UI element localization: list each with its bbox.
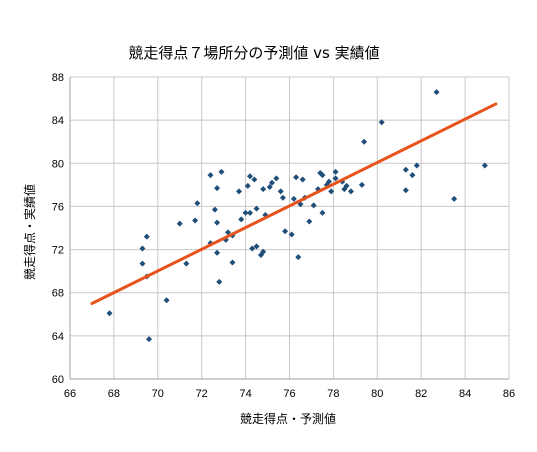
data-point-45 (293, 174, 300, 181)
y-tick-label-4: 76 (52, 201, 64, 213)
data-point-39 (273, 175, 280, 182)
data-point-58 (328, 188, 335, 195)
data-point-7 (176, 220, 183, 227)
data-point-16 (214, 249, 221, 256)
x-tick-label-2: 70 (152, 388, 164, 400)
data-point-22 (229, 259, 236, 266)
axes (69, 77, 509, 380)
data-point-4 (143, 233, 150, 240)
x-tick-label-1: 68 (108, 388, 120, 400)
y-tick-label-6: 84 (52, 115, 64, 127)
data-point-57 (326, 178, 333, 185)
data-point-66 (361, 138, 368, 145)
data-point-68 (402, 166, 409, 173)
data-point-70 (409, 172, 416, 179)
y-axis-label: 競走得点・実績値 (22, 184, 37, 280)
data-point-2 (139, 260, 146, 267)
data-point-32 (253, 243, 260, 250)
trendline-line (90, 102, 498, 305)
data-point-74 (481, 162, 488, 169)
x-tick-label-8: 82 (415, 388, 427, 400)
data-point-8 (183, 260, 190, 267)
data-point-69 (402, 187, 409, 194)
data-point-43 (288, 231, 295, 238)
y-tick-label-7: 88 (52, 72, 64, 84)
data-point-42 (282, 228, 289, 235)
data-point-51 (310, 202, 317, 209)
data-point-26 (244, 182, 251, 189)
data-point-20 (225, 229, 232, 236)
data-point-25 (242, 209, 249, 216)
data-point-10 (194, 200, 201, 207)
data-point-60 (332, 168, 339, 175)
data-point-30 (251, 176, 258, 183)
data-point-73 (451, 195, 458, 202)
y-tick-label-1: 64 (52, 331, 64, 343)
data-point-5 (146, 336, 153, 343)
data-point-63 (343, 182, 350, 189)
data-point-17 (216, 278, 223, 285)
data-point-54 (319, 209, 326, 216)
data-point-59 (332, 175, 339, 182)
data-point-14 (214, 185, 221, 192)
data-point-0 (106, 310, 113, 317)
y-tick-label-5: 80 (52, 158, 64, 170)
data-point-29 (249, 245, 256, 252)
data-point-71 (413, 162, 420, 169)
x-tick-label-3: 72 (196, 388, 208, 400)
data-point-18 (218, 168, 225, 175)
data-point-15 (214, 219, 221, 226)
data-point-67 (378, 119, 385, 126)
data-point-35 (260, 186, 267, 193)
data-point-50 (306, 218, 313, 225)
x-tick-label-5: 76 (283, 388, 295, 400)
data-point-6 (163, 297, 170, 304)
data-point-40 (277, 188, 284, 195)
y-tick-label-2: 68 (52, 288, 64, 300)
x-axis-label: 競走得点・予測値 (240, 411, 336, 426)
tick-labels: 66 68 70 72 74 76 78 80 82 84 86 60 64 68 72 76 80 84 88 (52, 72, 515, 400)
trendline (90, 102, 498, 305)
data-point-65 (358, 181, 365, 188)
data-point-37 (266, 184, 273, 191)
data-point-34 (260, 248, 267, 255)
x-tick-label-7: 80 (371, 388, 383, 400)
data-point-23 (236, 188, 243, 195)
data-point-72 (433, 89, 440, 96)
y-tick-label-3: 72 (52, 245, 64, 257)
data-point-48 (299, 176, 306, 183)
data-point-9 (192, 217, 199, 224)
data-points (106, 89, 488, 343)
x-tick-label-10: 86 (503, 388, 515, 400)
x-tick-label-4: 74 (239, 388, 251, 400)
data-point-41 (279, 194, 286, 201)
data-point-27 (246, 173, 253, 180)
data-point-38 (268, 179, 275, 186)
data-point-46 (295, 254, 302, 261)
data-point-55 (319, 172, 326, 179)
x-tick-label-9: 84 (459, 388, 471, 400)
data-point-24 (238, 216, 245, 223)
x-tick-label-0: 66 (64, 388, 76, 400)
data-point-13 (211, 206, 218, 213)
x-tick-label-6: 78 (327, 388, 339, 400)
data-point-64 (347, 188, 354, 195)
y-tick-label-0: 60 (52, 374, 64, 386)
chart-title: 競走得点７場所分の予測値 vs 実績値 (128, 44, 379, 62)
data-point-44 (290, 195, 297, 202)
grid-lines (69, 76, 510, 380)
data-point-28 (246, 209, 253, 216)
data-point-12 (207, 172, 214, 179)
data-point-31 (253, 205, 260, 212)
data-point-1 (139, 245, 146, 252)
